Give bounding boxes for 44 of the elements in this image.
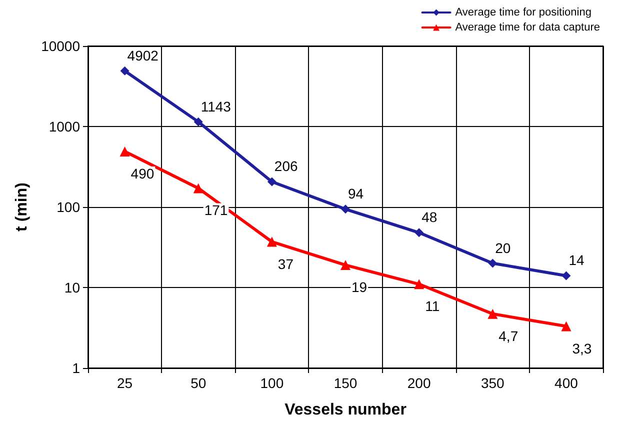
data-label: 171 <box>204 202 228 218</box>
data-label: 490 <box>130 165 154 182</box>
y-tick-label: 10 <box>64 280 80 296</box>
point <box>120 146 130 156</box>
x-tick-label: 350 <box>480 375 505 391</box>
y-tick-label: 100 <box>56 199 80 215</box>
y-axis-title: t (min) <box>14 182 30 232</box>
data-label: 20 <box>495 240 511 256</box>
data-label: 11 <box>425 298 440 314</box>
data-label: 37 <box>278 256 294 272</box>
legend-label: Average time for positioning <box>455 6 592 18</box>
y-tick-label: 10000 <box>41 38 80 54</box>
x-tick-label: 25 <box>116 375 133 391</box>
y-tick-label: 1 <box>72 360 80 376</box>
x-tick-label: 400 <box>554 375 578 391</box>
point <box>561 321 572 332</box>
data-label: 19 <box>352 279 368 296</box>
x-tick-label: 50 <box>190 375 206 391</box>
data-label: 1143 <box>200 98 232 114</box>
data-label: 3,3 <box>572 340 592 356</box>
x-axis-title: Vessels number <box>284 402 406 418</box>
point <box>267 177 276 186</box>
x-tick-label: 100 <box>260 375 284 391</box>
x-tick-label: 150 <box>334 375 358 391</box>
point <box>266 236 277 247</box>
point <box>488 258 498 268</box>
y-tick-label: 1000 <box>48 118 80 134</box>
data-label: 206 <box>274 158 298 174</box>
point <box>194 117 203 126</box>
point <box>340 260 350 270</box>
data-label: 4,7 <box>498 328 518 344</box>
point <box>341 204 350 214</box>
point <box>120 66 130 76</box>
point <box>562 271 571 280</box>
point <box>193 183 204 194</box>
data-label: 4902 <box>127 47 159 64</box>
data-label: 94 <box>348 186 364 202</box>
point <box>414 228 424 238</box>
point <box>488 308 498 319</box>
data-label: 48 <box>422 209 438 226</box>
legend-label: Average time for data capture <box>455 22 600 34</box>
data-label: 14 <box>568 252 584 268</box>
x-tick-label: 200 <box>407 375 431 391</box>
point <box>414 279 424 290</box>
